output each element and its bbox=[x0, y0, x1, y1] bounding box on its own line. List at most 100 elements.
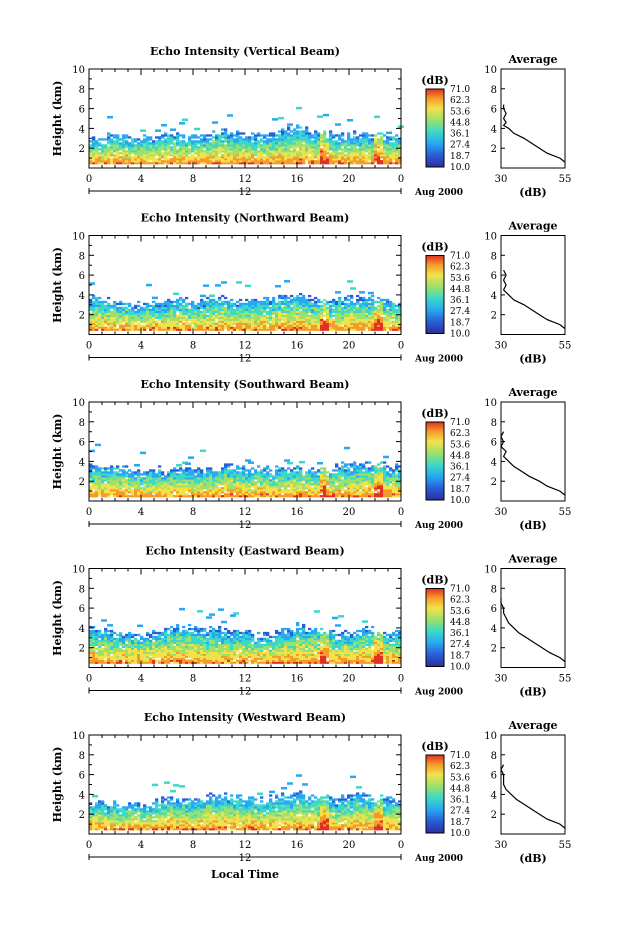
heatmap-cell bbox=[242, 477, 246, 480]
heatmap-cell bbox=[206, 324, 210, 327]
heatmap-cell bbox=[338, 158, 342, 161]
heatmap-cell bbox=[143, 477, 147, 480]
heatmap-cell bbox=[245, 322, 249, 325]
heatmap-cell bbox=[212, 162, 216, 165]
heatmap-cell bbox=[287, 150, 291, 153]
heatmap-cell bbox=[371, 473, 375, 476]
heatmap-cell bbox=[89, 154, 93, 157]
heatmap-cell bbox=[317, 485, 321, 488]
heatmap-cell bbox=[272, 152, 276, 155]
heatmap-cell bbox=[359, 485, 363, 488]
heatmap-cell bbox=[371, 152, 375, 155]
heatmap-cell bbox=[170, 128, 176, 131]
heatmap-cell bbox=[176, 464, 182, 467]
heatmap-cell bbox=[248, 312, 252, 315]
heatmap-cell bbox=[308, 148, 312, 151]
heatmap-cell bbox=[353, 314, 357, 317]
heatmap-cell bbox=[293, 302, 297, 306]
heatmap-cell bbox=[287, 306, 291, 310]
heatmap-cell bbox=[335, 487, 339, 490]
heatmap-cell bbox=[173, 469, 177, 472]
heatmap-cell bbox=[224, 128, 228, 131]
heatmap-cell bbox=[386, 160, 390, 163]
heatmap-cell bbox=[230, 493, 234, 496]
heatmap-cell bbox=[125, 471, 129, 474]
heatmap-cell bbox=[398, 156, 402, 159]
heatmap-cell bbox=[164, 495, 168, 498]
heatmap-cell bbox=[359, 469, 363, 472]
heatmap-cell bbox=[182, 300, 186, 304]
heatmap-cell bbox=[368, 298, 372, 302]
heatmap-cell bbox=[107, 322, 111, 325]
heatmap-cell bbox=[305, 316, 309, 319]
heatmap-cell bbox=[338, 308, 342, 312]
heatmap-cell bbox=[116, 655, 120, 658]
heatmap-cell bbox=[248, 150, 252, 153]
heatmap-cell bbox=[299, 144, 303, 147]
heatmap-cell bbox=[200, 322, 204, 325]
heatmap-cell bbox=[98, 304, 102, 308]
heatmap-cell bbox=[89, 298, 93, 302]
heatmap-cell bbox=[101, 324, 105, 327]
heatmap-cell bbox=[269, 152, 273, 155]
heatmap-cell bbox=[203, 302, 207, 306]
heatmap-cell bbox=[392, 473, 396, 476]
heatmap-cell bbox=[362, 320, 366, 323]
heatmap-cell bbox=[296, 130, 300, 133]
heatmap-cell bbox=[209, 144, 213, 147]
heatmap-cell bbox=[311, 150, 315, 153]
heatmap-cell bbox=[335, 146, 339, 149]
heatmap-cell bbox=[287, 156, 291, 159]
heatmap-cell bbox=[224, 473, 228, 476]
heatmap-cell bbox=[119, 643, 123, 647]
heatmap-cell bbox=[128, 318, 132, 321]
profile-y-tick-label: 8 bbox=[491, 251, 497, 262]
heatmap-cell bbox=[92, 495, 96, 498]
heatmap-cell bbox=[155, 479, 159, 482]
heatmap-cell bbox=[92, 641, 96, 645]
colorbar-tick-label: 44.8 bbox=[450, 118, 470, 128]
heatmap-cell bbox=[122, 316, 126, 319]
heatmap-cell bbox=[329, 491, 333, 494]
heatmap-cell bbox=[137, 300, 141, 304]
heatmap-cell bbox=[293, 487, 297, 490]
heatmap-cell bbox=[257, 142, 261, 145]
heatmap-cell bbox=[242, 469, 246, 472]
heatmap-cell bbox=[341, 142, 345, 145]
heatmap-cell bbox=[173, 306, 177, 310]
heatmap-cell bbox=[152, 316, 156, 319]
heatmap-cell bbox=[197, 320, 201, 323]
heatmap-cell bbox=[335, 158, 339, 161]
heatmap-cell bbox=[335, 491, 339, 494]
heatmap-cell bbox=[269, 491, 273, 494]
heatmap-cell bbox=[272, 316, 276, 319]
heatmap-cell bbox=[308, 487, 312, 490]
heatmap-cell bbox=[185, 475, 189, 478]
heatmap-cell bbox=[377, 491, 381, 494]
heatmap-cell bbox=[371, 491, 375, 494]
heatmap-cell bbox=[179, 312, 183, 315]
heatmap-cell bbox=[392, 152, 396, 155]
heatmap-cell bbox=[368, 475, 372, 478]
heatmap-cell bbox=[137, 316, 141, 319]
x-tick-label: 8 bbox=[190, 174, 196, 185]
heatmap-cell bbox=[281, 308, 285, 312]
heatmap-cell bbox=[179, 154, 183, 157]
heatmap-cell bbox=[95, 481, 99, 484]
heatmap-cell bbox=[362, 160, 366, 163]
heatmap-cell bbox=[344, 328, 348, 331]
heatmap-cell bbox=[278, 116, 284, 120]
heatmap-cell bbox=[164, 304, 168, 308]
heatmap-cell bbox=[392, 320, 396, 323]
heatmap-cell bbox=[155, 485, 159, 488]
heatmap-cell bbox=[254, 483, 258, 486]
heatmap-cell bbox=[323, 140, 327, 143]
heatmap-cell bbox=[128, 154, 132, 157]
heatmap-cell bbox=[338, 489, 342, 492]
heatmap-cell bbox=[140, 326, 144, 329]
heatmap-cell bbox=[311, 322, 315, 325]
heatmap-cell bbox=[344, 316, 348, 319]
heatmap-cell bbox=[305, 312, 309, 315]
heatmap-cell bbox=[140, 160, 144, 163]
heatmap-cell bbox=[161, 148, 165, 151]
